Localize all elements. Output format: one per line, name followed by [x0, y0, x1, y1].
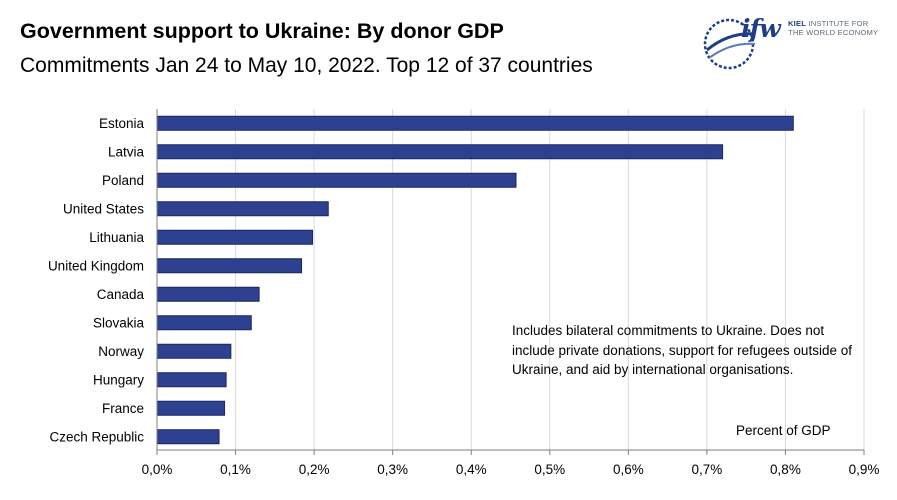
- x-tick-label: 0,0%: [142, 462, 173, 477]
- x-tick-label: 0,2%: [299, 462, 330, 477]
- unit-label: Percent of GDP: [736, 423, 831, 438]
- chart-subtitle: Commitments Jan 24 to May 10, 2022. Top …: [20, 54, 593, 77]
- x-tick-label: 0,8%: [770, 462, 801, 477]
- category-label: Lithuania: [89, 230, 144, 245]
- x-tick-label: 0,6%: [613, 462, 644, 477]
- x-tick-label: 0,3%: [377, 462, 408, 477]
- x-tick-label: 0,9%: [849, 462, 880, 477]
- category-label: Hungary: [93, 372, 144, 387]
- x-tick-label: 0,4%: [456, 462, 487, 477]
- bar: [156, 229, 314, 245]
- category-label: United States: [63, 201, 144, 216]
- chart-note: Includes bilateral commitments to Ukrain…: [512, 323, 852, 377]
- category-label: Canada: [97, 287, 145, 302]
- bar: [156, 201, 329, 217]
- category-label: Czech Republic: [49, 429, 144, 444]
- category-label: Norway: [98, 344, 144, 359]
- category-label: United Kingdom: [48, 258, 144, 273]
- category-label: Estonia: [99, 116, 145, 131]
- bar: [156, 258, 303, 274]
- category-label: Poland: [102, 173, 144, 188]
- logo-mark: ifw: [741, 14, 781, 43]
- kiel-institute-logo: ifw KIEL INSTITUTE FOR THE WORLD ECONOMY: [697, 10, 887, 72]
- logo-line1-rest: INSTITUTE FOR: [806, 19, 869, 28]
- x-tick-label: 0,7%: [691, 462, 722, 477]
- logo-line2: THE WORLD ECONOMY: [788, 28, 879, 37]
- bar: [156, 372, 227, 388]
- category-label: Latvia: [108, 144, 145, 159]
- logo-line1-bold: KIEL: [788, 19, 807, 28]
- bar: [156, 115, 794, 131]
- bar: [156, 343, 232, 359]
- bar: [156, 172, 517, 188]
- x-tick-label: 0,5%: [534, 462, 565, 477]
- bar: [156, 144, 724, 160]
- category-label: Slovakia: [93, 315, 145, 330]
- chart-title: Government support to Ukraine: By donor …: [20, 19, 504, 43]
- category-label: France: [102, 401, 144, 416]
- bar: [156, 429, 220, 445]
- x-tick-label: 0,1%: [220, 462, 251, 477]
- bar: [156, 315, 252, 331]
- bar: [156, 286, 260, 302]
- globe-icon: [703, 18, 756, 70]
- bar: [156, 400, 226, 416]
- logo-text: KIEL INSTITUTE FOR THE WORLD ECONOMY: [788, 19, 888, 37]
